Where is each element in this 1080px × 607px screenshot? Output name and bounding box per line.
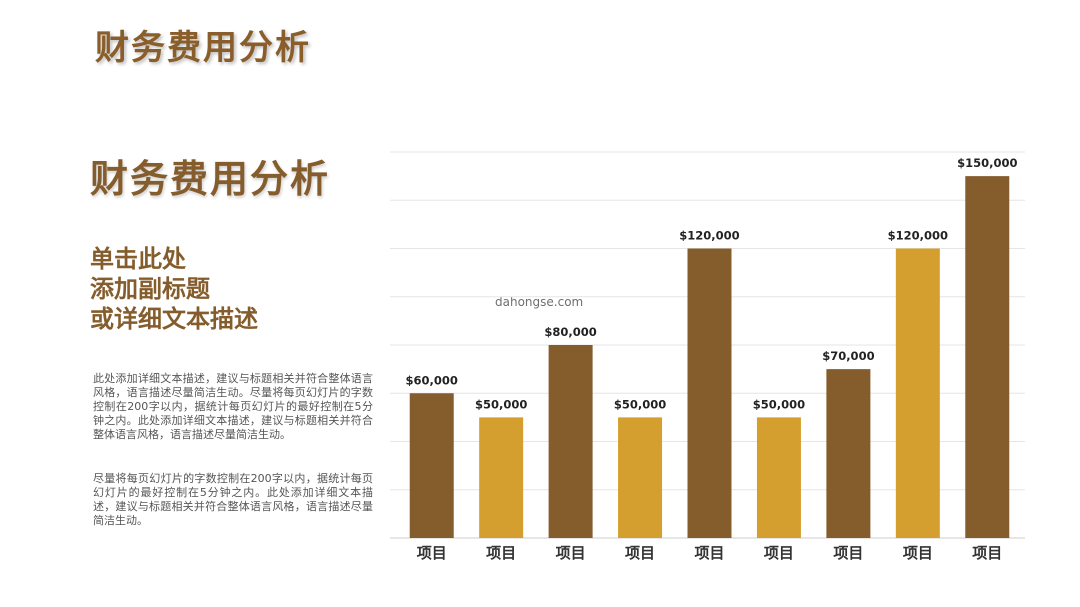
data-label: $50,000 <box>475 397 527 411</box>
watermark: dahongse.com <box>495 295 584 309</box>
x-tick-label: 项目 <box>417 544 447 562</box>
bar <box>479 417 524 538</box>
data-label: $60,000 <box>406 373 458 387</box>
bar <box>756 417 801 538</box>
bar <box>826 369 871 538</box>
data-label: $80,000 <box>544 325 596 339</box>
data-label: $50,000 <box>753 397 805 411</box>
x-tick-label: 项目 <box>764 544 794 562</box>
x-tick-label: 项目 <box>486 544 516 562</box>
bar <box>895 248 940 538</box>
x-tick-label: 项目 <box>556 544 586 562</box>
bar <box>409 393 454 538</box>
bar <box>548 345 593 538</box>
data-label: $50,000 <box>614 397 666 411</box>
subtitle: 单击此处 添加副标题 或详细文本描述 <box>90 244 258 334</box>
x-tick-label: 项目 <box>972 544 1002 562</box>
x-tick-label: 项目 <box>694 544 724 562</box>
data-label: $120,000 <box>888 229 948 243</box>
x-tick-label: 项目 <box>903 544 933 562</box>
subtitle-line-2: 添加副标题 <box>90 275 210 303</box>
description-paragraph-2: 尽量将每页幻灯片的字数控制在200字以内，据统计每页幻灯片的最好控制在5分钟之内… <box>93 472 373 527</box>
subtitle-line-1: 单击此处 <box>90 245 186 273</box>
page-title: 财务费用分析 <box>95 28 311 68</box>
x-tick-label: 项目 <box>625 544 655 562</box>
description-paragraph-1: 此处添加详细文本描述，建议与标题相关并符合整体语言风格，语言描述尽量简洁生动。尽… <box>93 372 373 441</box>
data-label: $120,000 <box>679 229 739 243</box>
bar <box>687 248 732 538</box>
data-label: $150,000 <box>957 156 1017 170</box>
subtitle-line-3: 或详细文本描述 <box>90 305 258 333</box>
bar <box>618 417 663 538</box>
x-tick-label: 项目 <box>833 544 863 562</box>
data-label: $70,000 <box>822 349 874 363</box>
bar-chart: $60,000 项目 $50,000 项目 $80,000 项目 $50,000 项目 $120… <box>390 151 1025 562</box>
bar <box>965 176 1010 538</box>
section-title: 财务费用分析 <box>90 157 331 201</box>
